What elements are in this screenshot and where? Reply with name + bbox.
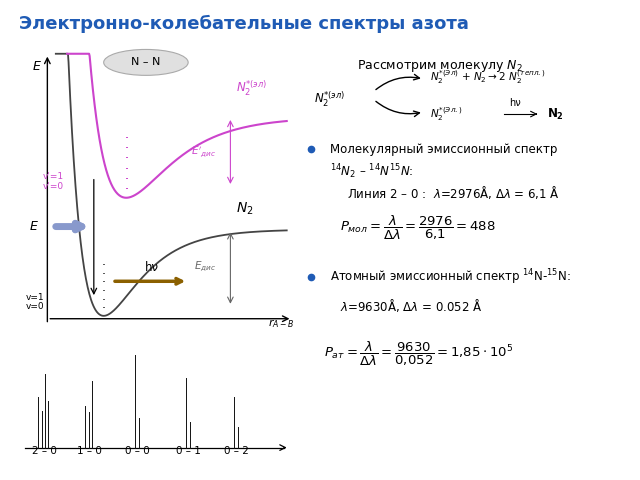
- Text: $^{14}N_2$ – $^{14}N^{15}N$:: $^{14}N_2$ – $^{14}N^{15}N$:: [330, 163, 414, 181]
- Ellipse shape: [104, 49, 188, 75]
- Text: $N_2^{*(эл)}$: $N_2^{*(эл)}$: [236, 79, 268, 98]
- Text: 0 – 2: 0 – 2: [223, 446, 248, 456]
- Text: Линия 2 – 0 :  $\lambda$=2976Å, $\Delta\lambda$ = 6,1 Å: Линия 2 – 0 : $\lambda$=2976Å, $\Delta\l…: [347, 184, 560, 201]
- Text: Атомный эмиссионный спектр $^{14}$N-$^{15}$N:: Атомный эмиссионный спектр $^{14}$N-$^{1…: [330, 267, 572, 287]
- Text: 2 – 0: 2 – 0: [32, 446, 57, 456]
- Text: $\lambda$=9630Å, $\Delta\lambda$ = 0.052 Å: $\lambda$=9630Å, $\Delta\lambda$ = 0.052…: [340, 298, 483, 314]
- Text: $N_2^{*(эл)}$: $N_2^{*(эл)}$: [314, 90, 345, 109]
- Text: $N_2$: $N_2$: [236, 201, 253, 217]
- Text: v=0: v=0: [26, 302, 45, 311]
- Text: $P_{ат} = \dfrac{\lambda}{\Delta\lambda} = \dfrac{9630}{0{,}052} = 1{,}85 \cdot : $P_{ат} = \dfrac{\lambda}{\Delta\lambda}…: [324, 339, 513, 368]
- Text: hν: hν: [145, 261, 159, 274]
- Text: $P_{мол} = \dfrac{\lambda}{\Delta\lambda} = \dfrac{2976}{6{,}1} = 488$: $P_{мол} = \dfrac{\lambda}{\Delta\lambda…: [340, 214, 496, 241]
- Text: 1 – 0: 1 – 0: [77, 446, 102, 456]
- Text: v'=0: v'=0: [43, 182, 64, 192]
- Text: $\mathbf{N_2}$: $\mathbf{N_2}$: [547, 107, 564, 121]
- Text: E: E: [29, 220, 37, 233]
- Text: $N_2^{*(Эл.)}$: $N_2^{*(Эл.)}$: [430, 105, 463, 123]
- Text: 0 – 1: 0 – 1: [176, 446, 200, 456]
- Text: 0 – 0: 0 – 0: [125, 446, 150, 456]
- Text: $E_{дис}$: $E_{дис}$: [194, 260, 216, 274]
- Text: v'=1: v'=1: [43, 172, 64, 181]
- Text: Электронно-колебательные спектры азота: Электронно-колебательные спектры азота: [19, 14, 469, 33]
- Text: Молекулярный эмиссионный спектр: Молекулярный эмиссионный спектр: [330, 143, 558, 156]
- Text: v=1: v=1: [26, 293, 45, 302]
- Text: hν: hν: [509, 98, 521, 108]
- Text: Рассмотрим молекулу $N_2$: Рассмотрим молекулу $N_2$: [357, 59, 524, 74]
- Text: E: E: [32, 60, 40, 72]
- Text: $N_2^{*(Эл)}$ + $N_2$$\rightarrow$2 $N_2^{(тепл.)}$: $N_2^{*(Эл)}$ + $N_2$$\rightarrow$2 $N_2…: [430, 68, 546, 86]
- Text: N – N: N – N: [131, 58, 161, 67]
- Text: $E'_{дис}$: $E'_{дис}$: [191, 144, 216, 159]
- Text: $r_{A-B}$: $r_{A-B}$: [268, 317, 294, 330]
